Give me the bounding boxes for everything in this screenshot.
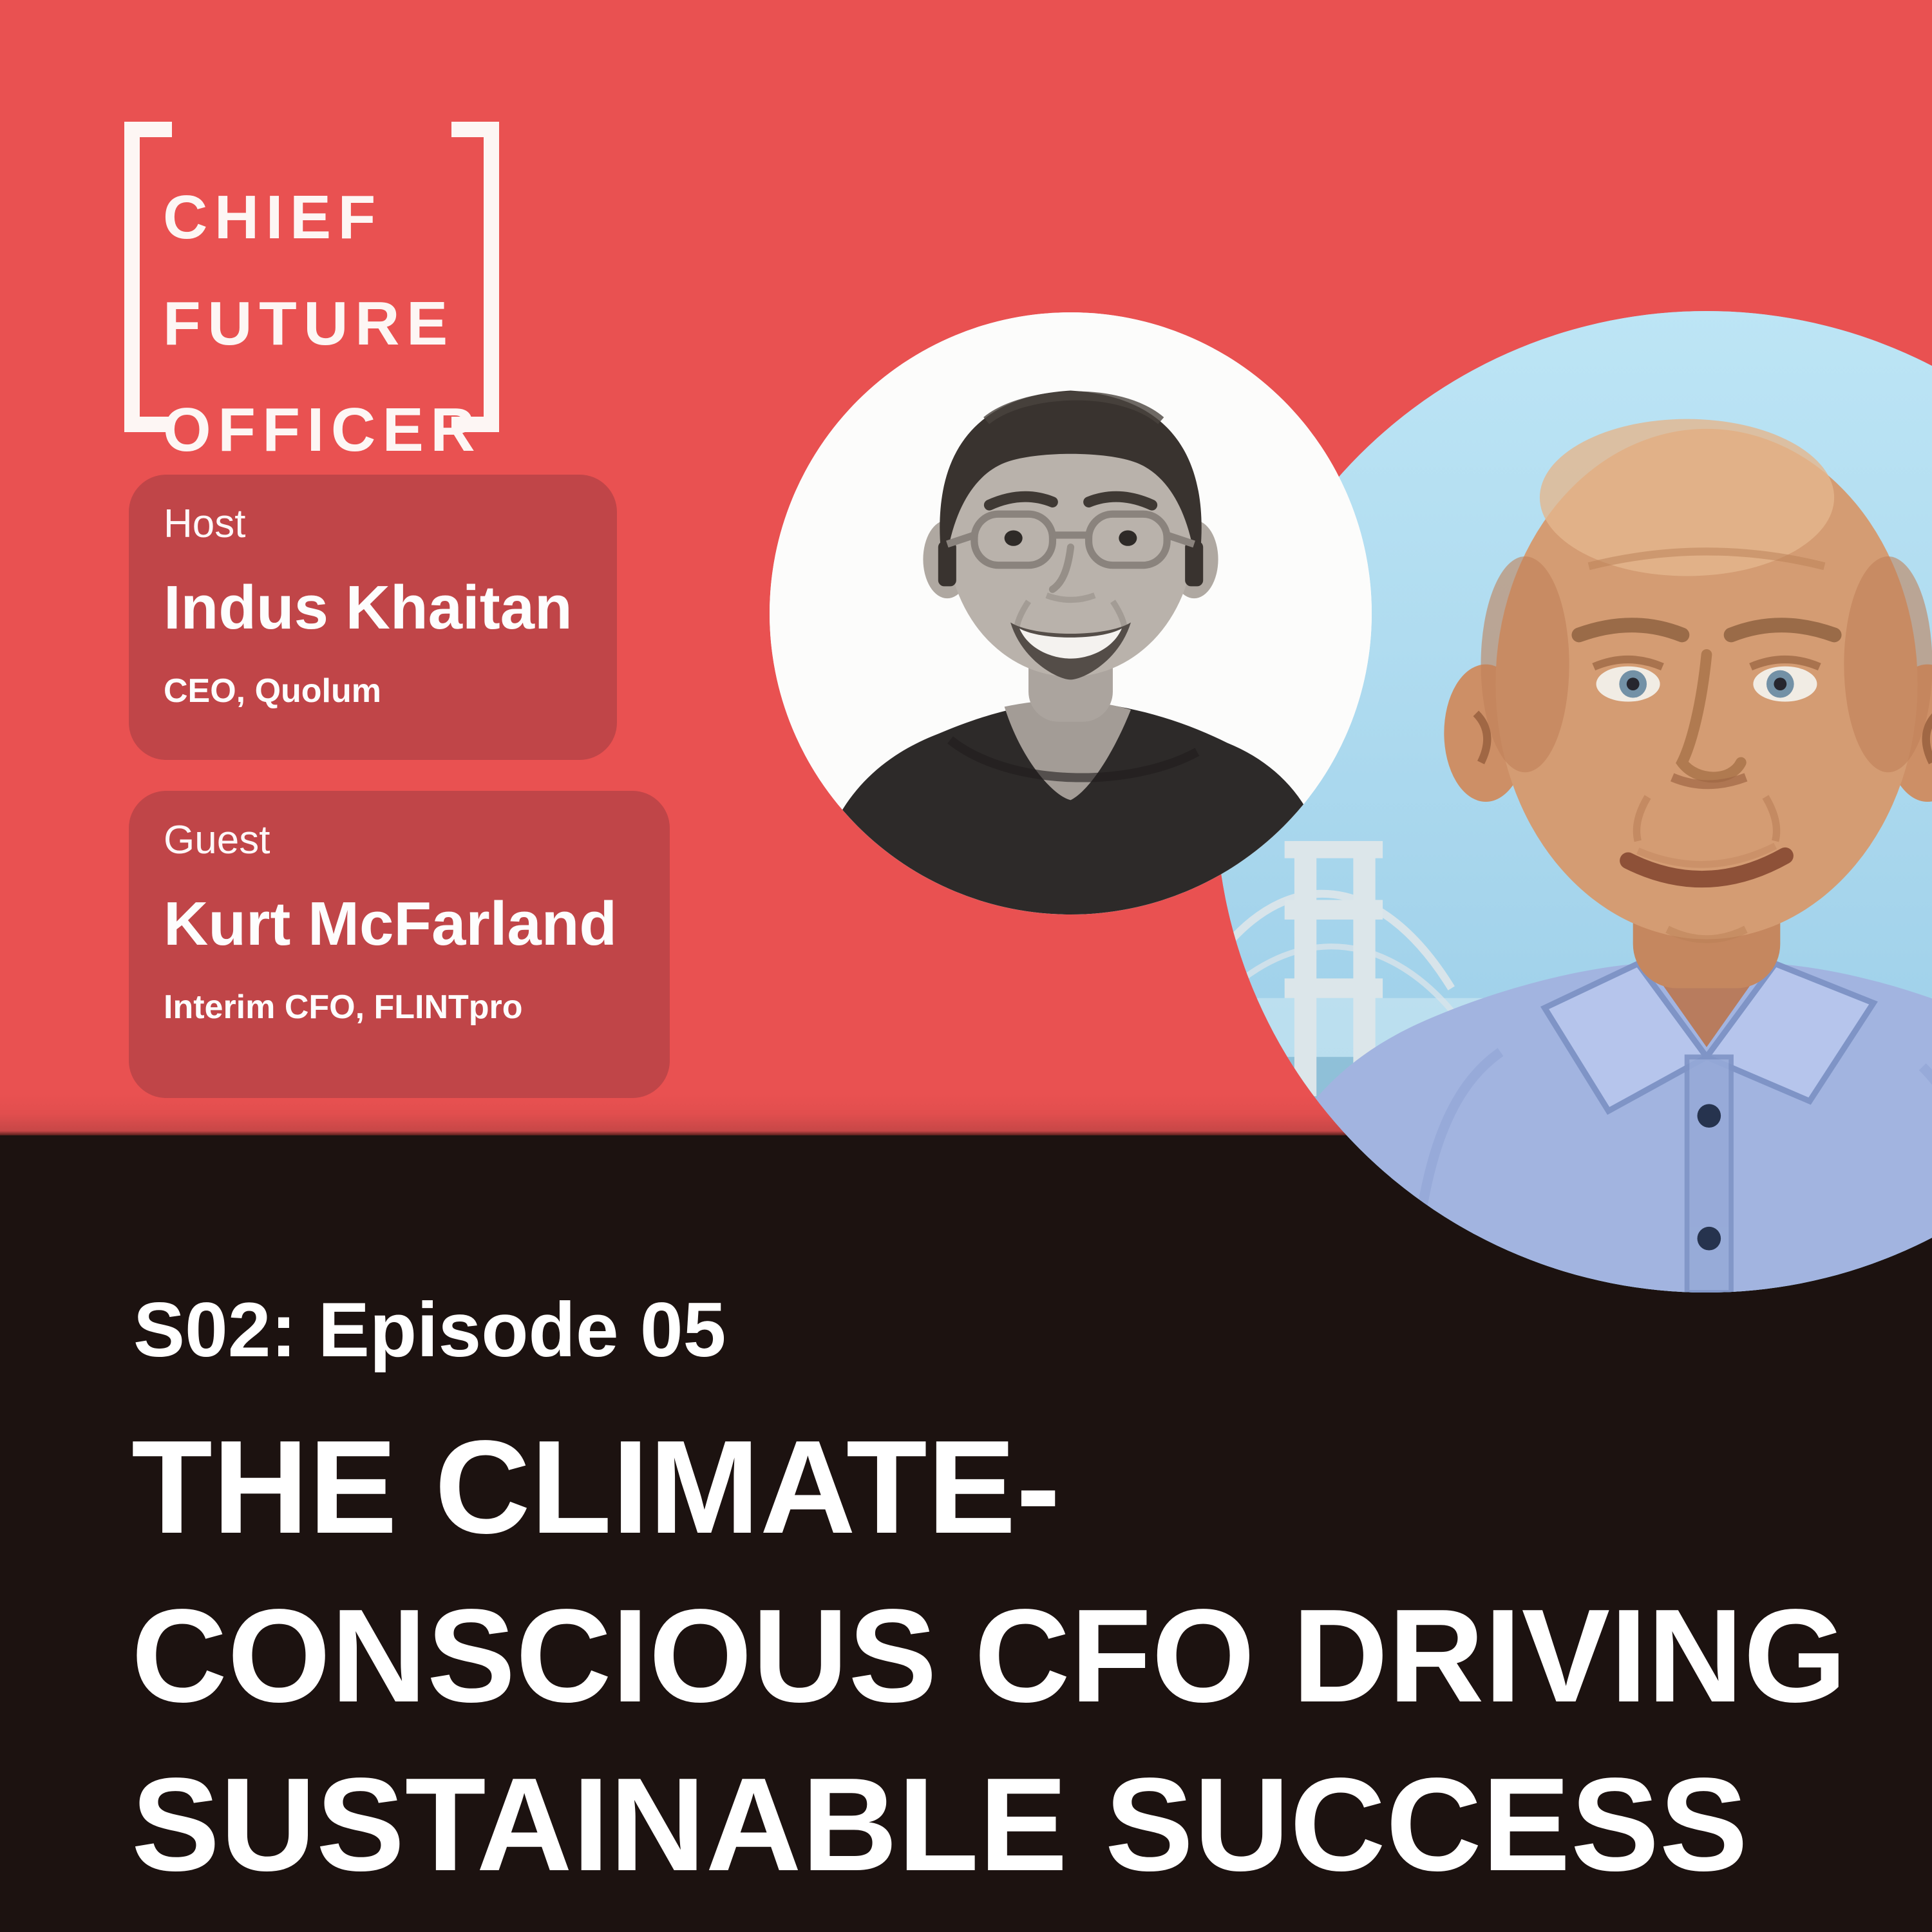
brand-logo: CHIEF FUTURE OFFICER [124, 122, 499, 464]
logo-line-officer: OFFICER [163, 395, 482, 464]
guest-role: Interim CFO, FLINTpro [164, 989, 523, 1026]
host-card: Host Indus Khaitan CEO, Quolum [129, 475, 617, 760]
episode-title: THE CLIMATE- CONSCIOUS CFO DRIVING SUSTA… [131, 1403, 1847, 1909]
host-portrait-circle [770, 312, 1372, 914]
logo-bracket-right-icon [451, 122, 499, 432]
guest-card: Guest Kurt McFarland Interim CFO, FLINTp… [129, 791, 670, 1098]
host-portrait-illustration [770, 312, 1372, 914]
host-role: CEO, Quolum [164, 672, 381, 710]
logo-line-future: FUTURE [163, 289, 455, 358]
logo-bracket-left-icon [124, 122, 172, 432]
guest-label: Guest [164, 818, 270, 862]
host-card-content: Host Indus Khaitan CEO, Quolum [129, 475, 617, 710]
logo-text: CHIEF FUTURE OFFICER [163, 164, 482, 483]
logo-line-chief: CHIEF [163, 183, 383, 252]
host-label: Host [164, 502, 246, 546]
host-name: Indus Khaitan [164, 573, 573, 642]
episode-title-line3: SUSTAINABLE SUCCESS [131, 1750, 1748, 1899]
episode-code: S02: Episode 05 [133, 1287, 726, 1373]
guest-card-content: Guest Kurt McFarland Interim CFO, FLINTp… [129, 791, 670, 1027]
guest-name: Kurt McFarland [164, 889, 618, 958]
episode-title-line2: CONSCIOUS CFO DRIVING [131, 1582, 1847, 1730]
episode-title-line1: THE CLIMATE- [131, 1413, 1061, 1561]
